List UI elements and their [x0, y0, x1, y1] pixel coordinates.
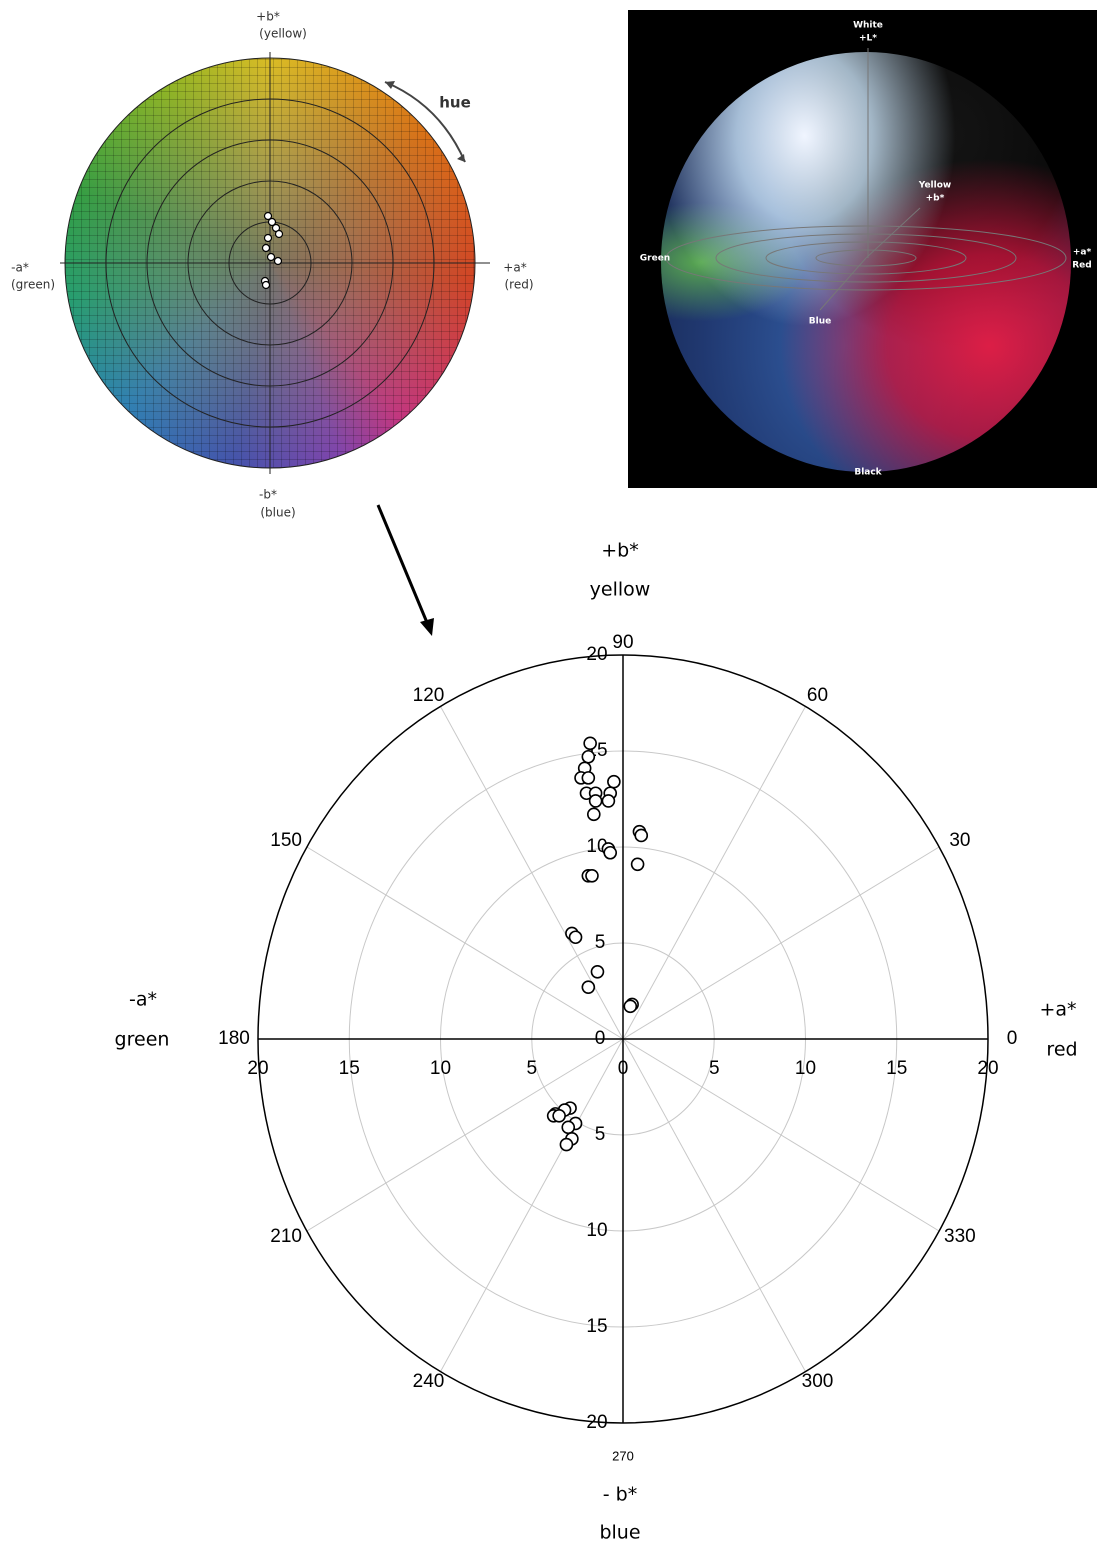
wheel-label: -a* — [11, 261, 29, 275]
angle-label: 120 — [413, 685, 445, 706]
r-tick-label: 0 — [618, 1058, 629, 1079]
sphere-label: Green — [640, 254, 670, 264]
wheel-label: (green) — [11, 278, 55, 292]
axis-label: blue — [599, 1522, 640, 1541]
point — [583, 736, 597, 751]
point — [603, 845, 618, 860]
wheel-grid — [60, 52, 490, 474]
angle-label: 300 — [802, 1371, 834, 1392]
angle-label: 240 — [413, 1371, 445, 1392]
r-tick-label: 20 — [586, 644, 607, 665]
r-tick-label: 10 — [795, 1058, 816, 1079]
point — [581, 749, 596, 764]
point — [568, 930, 583, 945]
r-tick-label: 20 — [586, 1412, 607, 1433]
point — [607, 774, 621, 789]
sphere-label: Red — [1072, 261, 1091, 271]
sphere-label: White — [853, 21, 883, 31]
point — [552, 1109, 566, 1123]
r-tick-label: 10 — [430, 1058, 451, 1079]
axis-label: +a* — [1039, 999, 1076, 1021]
hue-arrow — [384, 81, 466, 163]
r-tick-label: 5 — [709, 1058, 720, 1079]
angle-label: 90 — [612, 632, 633, 653]
r-tick-label: 15 — [339, 1058, 360, 1079]
r-tick-label: 5 — [526, 1058, 537, 1079]
point — [581, 771, 596, 785]
sphere-grid — [665, 48, 1067, 311]
sphere-label: Black — [854, 468, 882, 478]
wheel-label: (red) — [504, 278, 533, 292]
wheel-label: (yellow) — [259, 27, 307, 41]
r-tick-label: 5 — [595, 1124, 606, 1145]
axis-label: green — [115, 1029, 170, 1051]
angle-label: 210 — [270, 1226, 302, 1247]
arrow — [376, 504, 430, 626]
r-tick-label: 5 — [595, 932, 606, 953]
angle-label: 180 — [218, 1028, 250, 1049]
angle-label: 270 — [612, 1448, 634, 1463]
point — [559, 1137, 574, 1152]
angle-label: 30 — [949, 830, 970, 851]
wheel-label: +b* — [256, 10, 280, 24]
angle-label: 150 — [270, 830, 302, 851]
sphere-label: Blue — [809, 317, 831, 327]
arrow-head — [420, 618, 434, 636]
axis-label: yellow — [590, 579, 651, 601]
wheel-label: (blue) — [260, 506, 295, 520]
point — [623, 999, 638, 1014]
sphere-label: +b* — [926, 194, 945, 204]
wheel-label: +a* — [503, 261, 526, 275]
r-tick-label: 15 — [586, 1316, 607, 1337]
angle-label: 330 — [944, 1226, 976, 1247]
axis-label: red — [1046, 1039, 1077, 1061]
angle-label: 0 — [1007, 1028, 1018, 1049]
r-tick-label: 15 — [886, 1058, 907, 1079]
r-tick-label: 20 — [977, 1058, 998, 1079]
axis-label: -a* — [129, 989, 157, 1011]
point — [588, 794, 603, 808]
point — [601, 794, 616, 808]
color-sphere — [661, 52, 1071, 472]
point — [630, 857, 645, 872]
r-tick-label: 20 — [247, 1058, 268, 1079]
point — [561, 1120, 576, 1135]
axis-label: - b* — [603, 1484, 637, 1506]
point — [590, 964, 605, 979]
wheel-label: hue — [439, 94, 471, 112]
angle-label: 60 — [807, 685, 828, 706]
r-tick-label: 10 — [586, 1220, 607, 1241]
sphere-label: +L* — [859, 34, 877, 44]
axis-label: +b* — [601, 540, 638, 562]
wheel-dots — [260, 211, 284, 290]
wheel-label: -b* — [259, 488, 277, 502]
sphere-label: Yellow — [918, 181, 951, 191]
sphere-label: +a* — [1073, 248, 1092, 258]
point — [634, 828, 649, 843]
r-tick-label: 0 — [595, 1028, 606, 1049]
point — [585, 868, 599, 883]
point — [581, 980, 596, 994]
point — [586, 807, 601, 822]
